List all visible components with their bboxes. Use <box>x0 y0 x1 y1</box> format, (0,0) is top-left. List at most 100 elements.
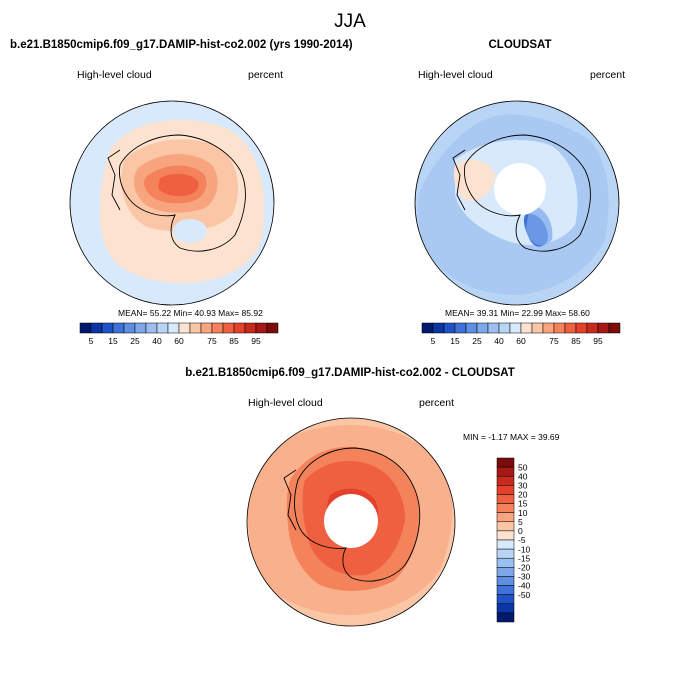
panel-difference-title: b.e21.B1850cmip6.f09_g17.DAMIP-hist-co2.… <box>185 367 515 379</box>
panel-model-units: percent <box>248 69 283 81</box>
colorbar-swatch <box>189 322 202 334</box>
colorbar-tick-label: 75 <box>549 336 559 346</box>
colorbar-swatch <box>476 322 489 334</box>
colorbar-tick-label: 15 <box>108 336 118 346</box>
colorbar-tick-label: 25 <box>472 336 482 346</box>
colorbar-swatch <box>112 322 125 334</box>
colorbar-swatch <box>200 322 213 334</box>
colorbar-swatch <box>79 322 92 334</box>
colorbar-tick-label: -20 <box>518 563 531 573</box>
panel-difference-map <box>247 418 455 626</box>
panel-cloudsat-map-border <box>414 100 620 306</box>
panel-difference-stats: MIN = -1.17 MAX = 39.69 <box>463 432 560 442</box>
colorbar-swatch <box>597 322 610 334</box>
colorbar-tick-label: 50 <box>518 462 528 472</box>
colorbar-swatch <box>520 322 533 334</box>
panel-model-field-low <box>173 219 207 243</box>
colorbar-swatch <box>564 322 577 334</box>
colorbar-swatch <box>496 521 515 532</box>
colorbar-swatch <box>211 322 224 334</box>
colorbar-swatch <box>465 322 478 334</box>
colorbar-swatch <box>432 322 445 334</box>
colorbar-swatch <box>575 322 588 334</box>
colorbar-swatch <box>608 322 621 334</box>
colorbar-swatch <box>496 503 515 513</box>
panel-cloudsat-title: CLOUDSAT <box>488 39 551 51</box>
colorbar-swatch <box>496 567 515 577</box>
colorbar-tick-label: 40 <box>494 336 504 346</box>
colorbar-tick-label: -10 <box>518 544 531 554</box>
colorbar-swatch <box>496 530 515 541</box>
colorbar-swatch <box>421 322 434 334</box>
panel-difference-missing-data <box>324 494 378 548</box>
colorbar-swatch <box>101 322 114 334</box>
colorbar-tick-label: 40 <box>152 336 162 346</box>
colorbar-swatch <box>509 322 522 334</box>
panel-model-map-border <box>69 100 275 306</box>
panel-cloudsat-field-15-20 <box>526 205 553 246</box>
panel-model-title: b.e21.B1850cmip6.f09_g17.DAMIP-hist-co2.… <box>10 39 353 51</box>
colorbar-swatch <box>487 322 500 334</box>
colorbar-tick-label: -15 <box>518 553 531 563</box>
colorbar-tick-label: 0 <box>518 526 523 536</box>
colorbar-swatch <box>496 466 515 477</box>
colorbar-swatch <box>542 322 555 334</box>
colorbar-swatch <box>531 322 544 334</box>
colorbar-tick-label: -50 <box>518 590 531 600</box>
panel-model-field-75-80 <box>158 173 199 197</box>
colorbar-swatch <box>496 603 515 614</box>
page-title: JJA <box>334 11 366 32</box>
panel-cloudsat-missing-data <box>494 163 546 215</box>
colorbar-tick-label: 60 <box>174 336 184 346</box>
colorbar-tick-label: 20 <box>518 490 528 500</box>
colorbar-swatch <box>496 594 515 605</box>
colorbar-swatch <box>496 576 515 586</box>
colorbar-swatch <box>454 322 467 334</box>
colorbar-swatch <box>496 539 515 550</box>
colorbar-swatch <box>178 322 191 334</box>
panel-cloudsat-units: percent <box>590 69 625 81</box>
colorbar-tick-label: 15 <box>518 499 528 509</box>
panel-model-coastline <box>107 134 246 252</box>
colorbar-swatch <box>498 322 511 334</box>
colorbar-swatch <box>586 322 599 334</box>
colorbar-tick-label: 5 <box>518 517 523 527</box>
colorbar-swatch <box>255 322 268 334</box>
colorbar-swatch <box>496 485 515 495</box>
colorbar-swatch <box>443 322 456 334</box>
colorbar-swatch <box>266 322 279 334</box>
colorbar-tick-label: 95 <box>251 336 261 346</box>
panel-cloudsat-coastline <box>452 134 591 252</box>
colorbar-swatch <box>167 322 180 334</box>
colorbar-tick-label: 30 <box>518 481 528 491</box>
colorbar-swatch <box>496 548 515 559</box>
panel-model: b.e21.B1850cmip6.f09_g17.DAMIP-hist-co2.… <box>10 39 353 346</box>
panel-model-colorbar: 5 15 25 40 60 75 85 95 <box>79 322 279 346</box>
colorbar-tick-label: -40 <box>518 581 531 591</box>
colorbar-tick-label: 85 <box>571 336 581 346</box>
colorbar-tick-label: 10 <box>518 508 528 518</box>
colorbar-swatch <box>233 322 246 334</box>
colorbar-tick-label: 5 <box>89 336 94 346</box>
colorbar-swatch <box>496 494 515 504</box>
colorbar-tick-label: 15 <box>450 336 460 346</box>
colorbar-tick-label: 5 <box>431 336 436 346</box>
panel-cloudsat-map <box>415 101 619 305</box>
panel-model-map <box>70 101 274 305</box>
colorbar-swatch <box>90 322 103 334</box>
colorbar-swatch <box>496 475 515 486</box>
colorbar-swatch <box>496 512 515 523</box>
panel-difference-units: percent <box>419 397 454 409</box>
panel-cloudsat-variable: High-level cloud <box>418 69 493 81</box>
panel-model-stats: MEAN= 55.22 Min= 40.93 Max= 85.92 <box>118 308 263 318</box>
panel-cloudsat: CLOUDSAT High-level cloud percent MEAN= … <box>414 39 625 346</box>
colorbar-swatch <box>156 322 169 334</box>
panel-cloudsat-stats: MEAN= 39.31 Min= 22.99 Max= 58.60 <box>445 308 590 318</box>
panel-difference-coastline <box>283 447 421 582</box>
colorbar-tick-label: -5 <box>518 535 526 545</box>
colorbar-tick-label: 25 <box>130 336 140 346</box>
panel-difference: b.e21.B1850cmip6.f09_g17.DAMIP-hist-co2.… <box>185 367 560 627</box>
colorbar-swatch <box>134 322 147 334</box>
